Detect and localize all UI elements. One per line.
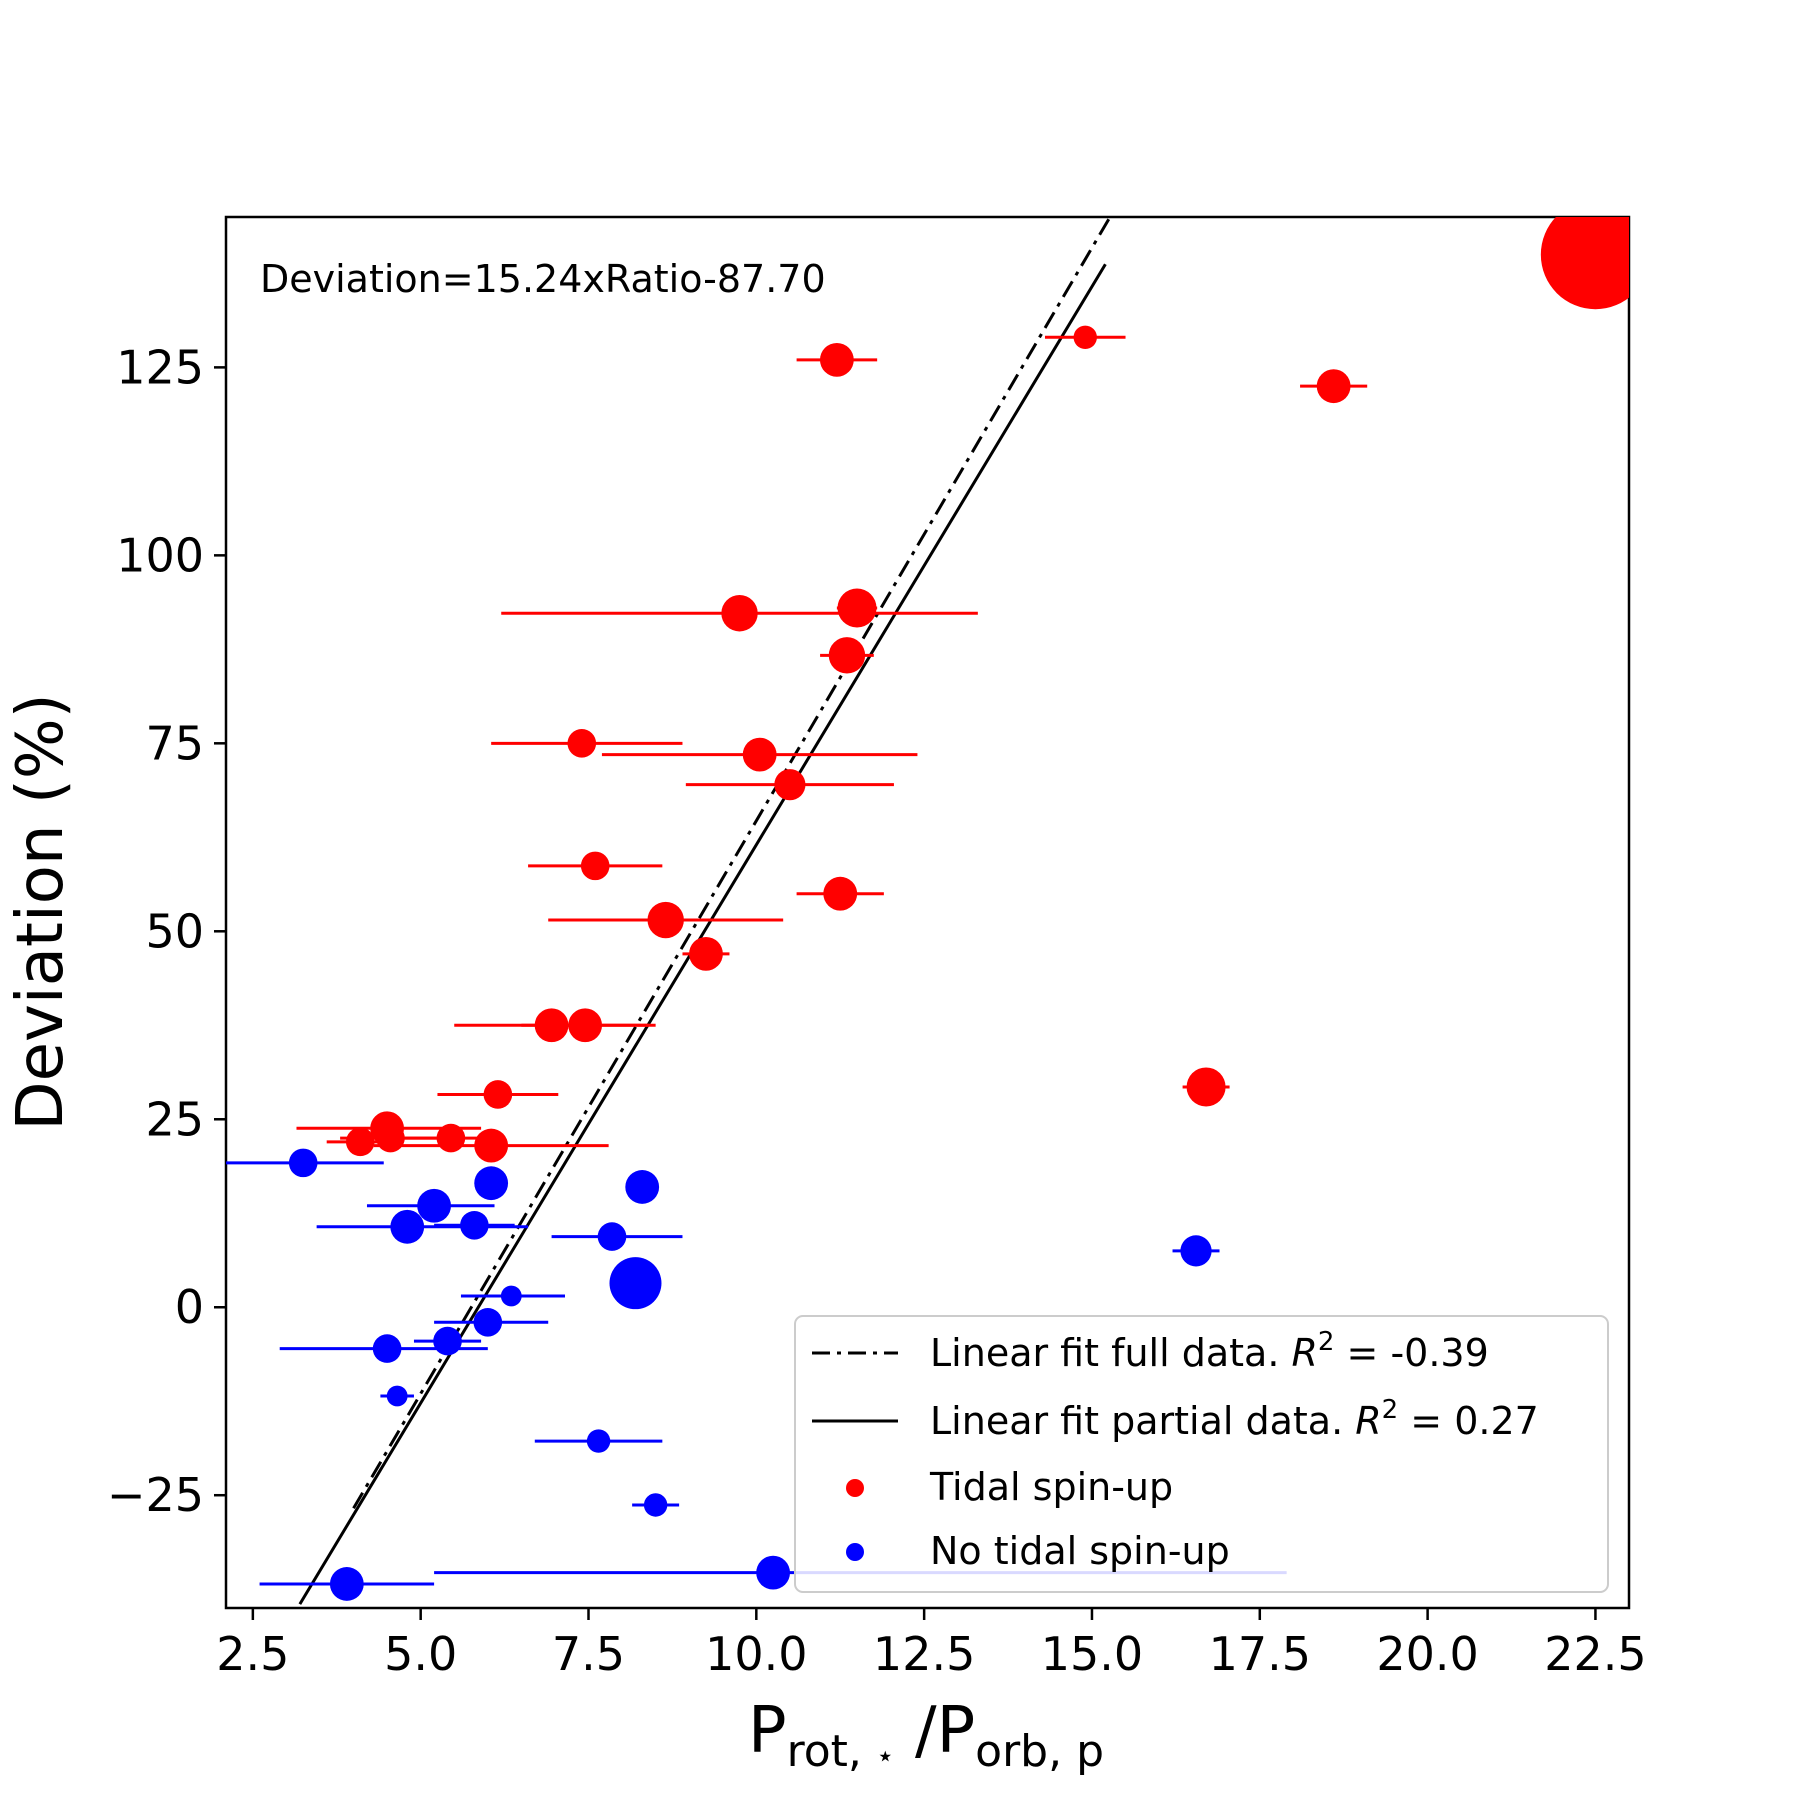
x-tick-label: 7.5 — [552, 1627, 625, 1681]
plot-frame — [224, 215, 1631, 1610]
no-tidal-data-point — [288, 1148, 318, 1178]
no-tidal-data-point — [372, 1334, 402, 1363]
no-tidal-data-point — [386, 1385, 408, 1407]
y-tick-label: 75 — [145, 716, 204, 770]
tidal-data-point — [345, 1127, 375, 1157]
no-tidal-data-point — [329, 1567, 364, 1601]
no-tidal-data-point — [625, 1170, 660, 1204]
tidal-data-point — [1540, 217, 1629, 310]
tidal-data-point — [1073, 325, 1097, 350]
no-tidal-data-point — [473, 1307, 503, 1337]
fit-line-full-data — [352, 217, 1112, 1510]
x-tick-label: 2.5 — [216, 1627, 289, 1681]
star-icon: ⋆ — [876, 1739, 895, 1774]
x-tick-label: 12.5 — [873, 1627, 975, 1681]
x-tick-label: 5.0 — [384, 1627, 457, 1681]
legend-label-no-tidal: No tidal spin-up — [930, 1529, 1230, 1573]
no-tidal-data-point — [417, 1188, 452, 1223]
x-axis-title: Prot, ⋆ /Porb, p — [748, 1694, 1104, 1777]
no-tidal-data-point — [500, 1285, 522, 1307]
y-tick-label: 50 — [145, 904, 204, 958]
legend-label-tidal: Tidal spin-up — [929, 1465, 1173, 1509]
y-axis-title: Deviation (%) — [4, 693, 78, 1130]
tidal-data-point — [742, 737, 777, 772]
tidal-data-point — [689, 936, 723, 971]
x-tick-label: 10.0 — [705, 1627, 807, 1681]
no-tidal-data-point — [1180, 1235, 1212, 1267]
no-tidal-data-point — [390, 1209, 425, 1244]
no-tidal-data-point — [433, 1326, 462, 1356]
legend-red-marker-icon — [846, 1479, 864, 1497]
x-axis-ticks: 2.5 5.0 7.5 10.0 12.5 15.0 17.5 20.0 22.5 — [216, 1608, 1647, 1681]
tidal-data-point — [376, 1123, 405, 1153]
tidal-data-point — [436, 1123, 466, 1153]
x-axis-title-sub2: orb, p — [975, 1726, 1104, 1777]
fit-lines — [298, 217, 1112, 1605]
x-axis-title-sub1: rot, — [787, 1726, 876, 1777]
tidal-data-point — [474, 1128, 509, 1163]
y-tick-label: 100 — [116, 528, 204, 582]
x-tick-label: 15.0 — [1041, 1627, 1143, 1681]
tidal-data-point — [1186, 1067, 1226, 1107]
data-points — [288, 217, 1629, 1601]
fit-equation-annotation: Deviation=15.24xRatio-87.70 — [260, 257, 826, 301]
tidal-data-point — [568, 1008, 603, 1043]
tidal-data-point — [534, 1008, 569, 1043]
tidal-data-point — [823, 876, 858, 911]
tidal-data-point — [647, 901, 684, 939]
fit-line-partial-data — [298, 263, 1107, 1605]
tidal-data-point — [837, 588, 877, 628]
y-tick-label: 125 — [116, 340, 204, 394]
no-tidal-data-point — [474, 1166, 509, 1201]
x-axis-title-p2: P — [937, 1694, 976, 1768]
legend-blue-marker-icon — [846, 1543, 864, 1561]
tidal-data-point — [580, 851, 610, 881]
y-tick-label: −25 — [107, 1468, 204, 1522]
legend: Linear fit full data. R2 = -0.39 Linear … — [794, 1315, 1609, 1593]
legend-label-fit-full: Linear fit full data. R2 = -0.39 — [930, 1327, 1489, 1375]
y-tick-label: 25 — [145, 1092, 204, 1146]
x-axis-title-p1: P — [748, 1694, 787, 1768]
no-tidal-data-point — [586, 1429, 611, 1453]
legend-label-fit-partial: Linear fit partial data. R2 = 0.27 — [930, 1395, 1539, 1443]
x-axis-title-slash: / — [895, 1694, 937, 1768]
legend-box — [794, 1315, 1609, 1593]
y-tick-label: 0 — [175, 1280, 204, 1334]
no-tidal-data-point — [609, 1257, 662, 1310]
tidal-data-point — [774, 769, 806, 801]
tidal-data-point — [1316, 369, 1351, 404]
no-tidal-data-point — [460, 1210, 489, 1240]
x-tick-label: 17.5 — [1209, 1627, 1311, 1681]
no-tidal-data-point — [597, 1222, 627, 1251]
plot-area — [226, 217, 1629, 1605]
tidal-data-point — [567, 729, 597, 758]
tidal-data-point — [828, 637, 866, 674]
no-tidal-data-point — [756, 1555, 791, 1590]
y-axis-ticks: −25 0 25 50 75 100 125 — [107, 340, 226, 1522]
x-tick-label: 20.0 — [1376, 1627, 1478, 1681]
tidal-data-point — [483, 1080, 513, 1109]
tidal-data-point — [819, 342, 854, 377]
no-tidal-data-point — [643, 1493, 668, 1517]
x-tick-label: 22.5 — [1544, 1627, 1646, 1681]
tidal-data-point — [721, 595, 758, 632]
